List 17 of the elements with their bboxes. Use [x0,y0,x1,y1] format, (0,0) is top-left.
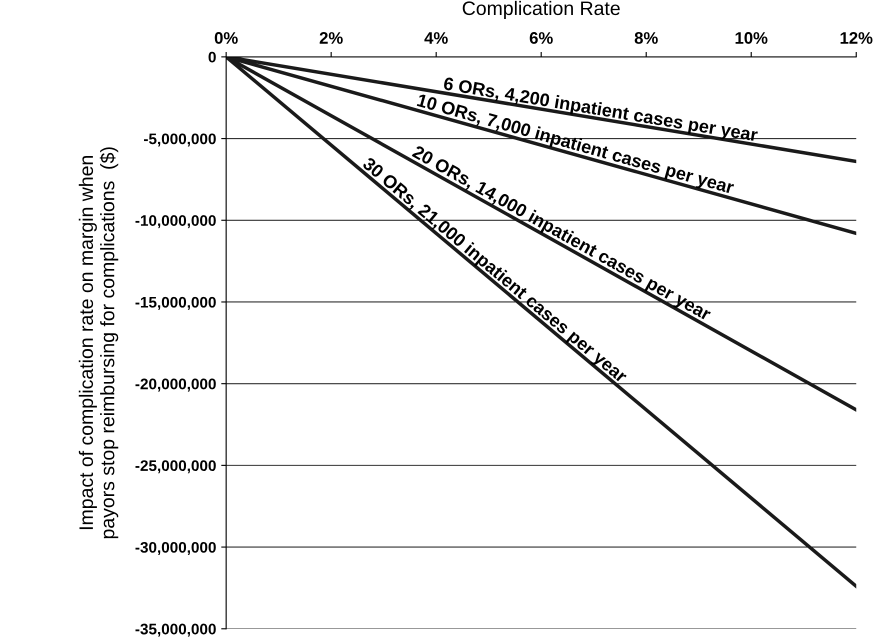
y-tick-label: 0 [208,52,216,63]
x-tick-label: 12% [840,32,872,44]
x-tick-label: 8% [634,32,658,44]
x-tick-label: 2% [320,32,343,44]
y-tick-label: -30,000,000 [135,542,216,555]
x-axis-title: Complication Rate [462,0,620,19]
y-axis-title: Impact of complication rate on margin when payors stop reimbursing for complications ($) [78,147,118,538]
x-tick-label: 6% [530,32,553,44]
y-tick-label: -5,000,000 [144,133,216,146]
x-tick-label: 0% [214,32,238,44]
y-tick-label: -10,000,000 [135,215,216,228]
x-tick-label: 4% [424,32,448,44]
y-tick-label: -25,000,000 [135,460,216,474]
x-tick-label: 10% [736,32,768,44]
y-tick-label: -35,000,000 [135,624,216,637]
y-tick-label: -20,000,000 [135,378,216,392]
y-tick-label: -15,000,000 [135,296,216,310]
